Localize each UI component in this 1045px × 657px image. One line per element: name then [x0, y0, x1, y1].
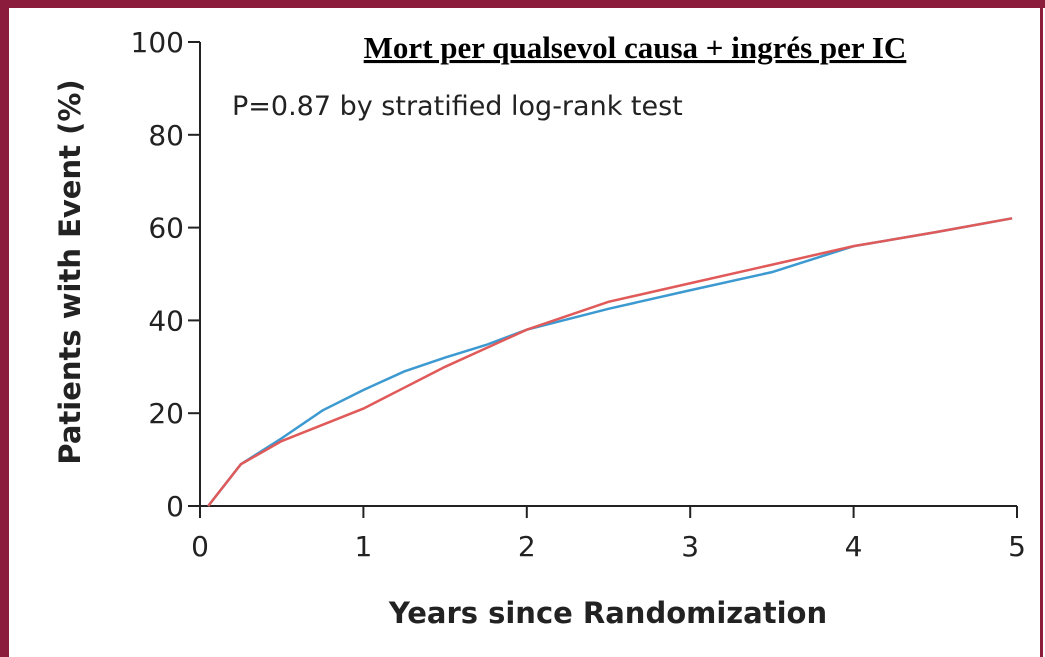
- y-tick-label: 20: [148, 397, 184, 430]
- x-axis-label: Years since Randomization: [388, 596, 827, 630]
- x-tick-label: 4: [845, 530, 863, 563]
- y-tick-label: 80: [148, 119, 184, 152]
- y-tick-label: 60: [148, 212, 184, 245]
- chart-title: Mort per qualsevol causa + ingrés per IC: [364, 30, 907, 65]
- y-tick-label: 100: [131, 26, 184, 59]
- border-left: [0, 0, 9, 657]
- y-tick-label: 0: [166, 490, 184, 523]
- border-top: [0, 0, 1045, 8]
- x-tick-label: 1: [354, 530, 372, 563]
- x-tick-label: 3: [681, 530, 699, 563]
- x-tick-label: 5: [1008, 530, 1026, 563]
- annotation: P=0.87 by stratified log-rank test: [232, 91, 683, 122]
- y-axis-label: Patients with Event (%): [53, 79, 87, 464]
- x-tick-label: 2: [518, 530, 536, 563]
- line-series: [207, 217, 1013, 507]
- x-tick-label: 0: [191, 530, 209, 563]
- border-right: [1040, 0, 1043, 657]
- y-tick-label: 40: [148, 304, 184, 337]
- line-series: [207, 217, 1013, 507]
